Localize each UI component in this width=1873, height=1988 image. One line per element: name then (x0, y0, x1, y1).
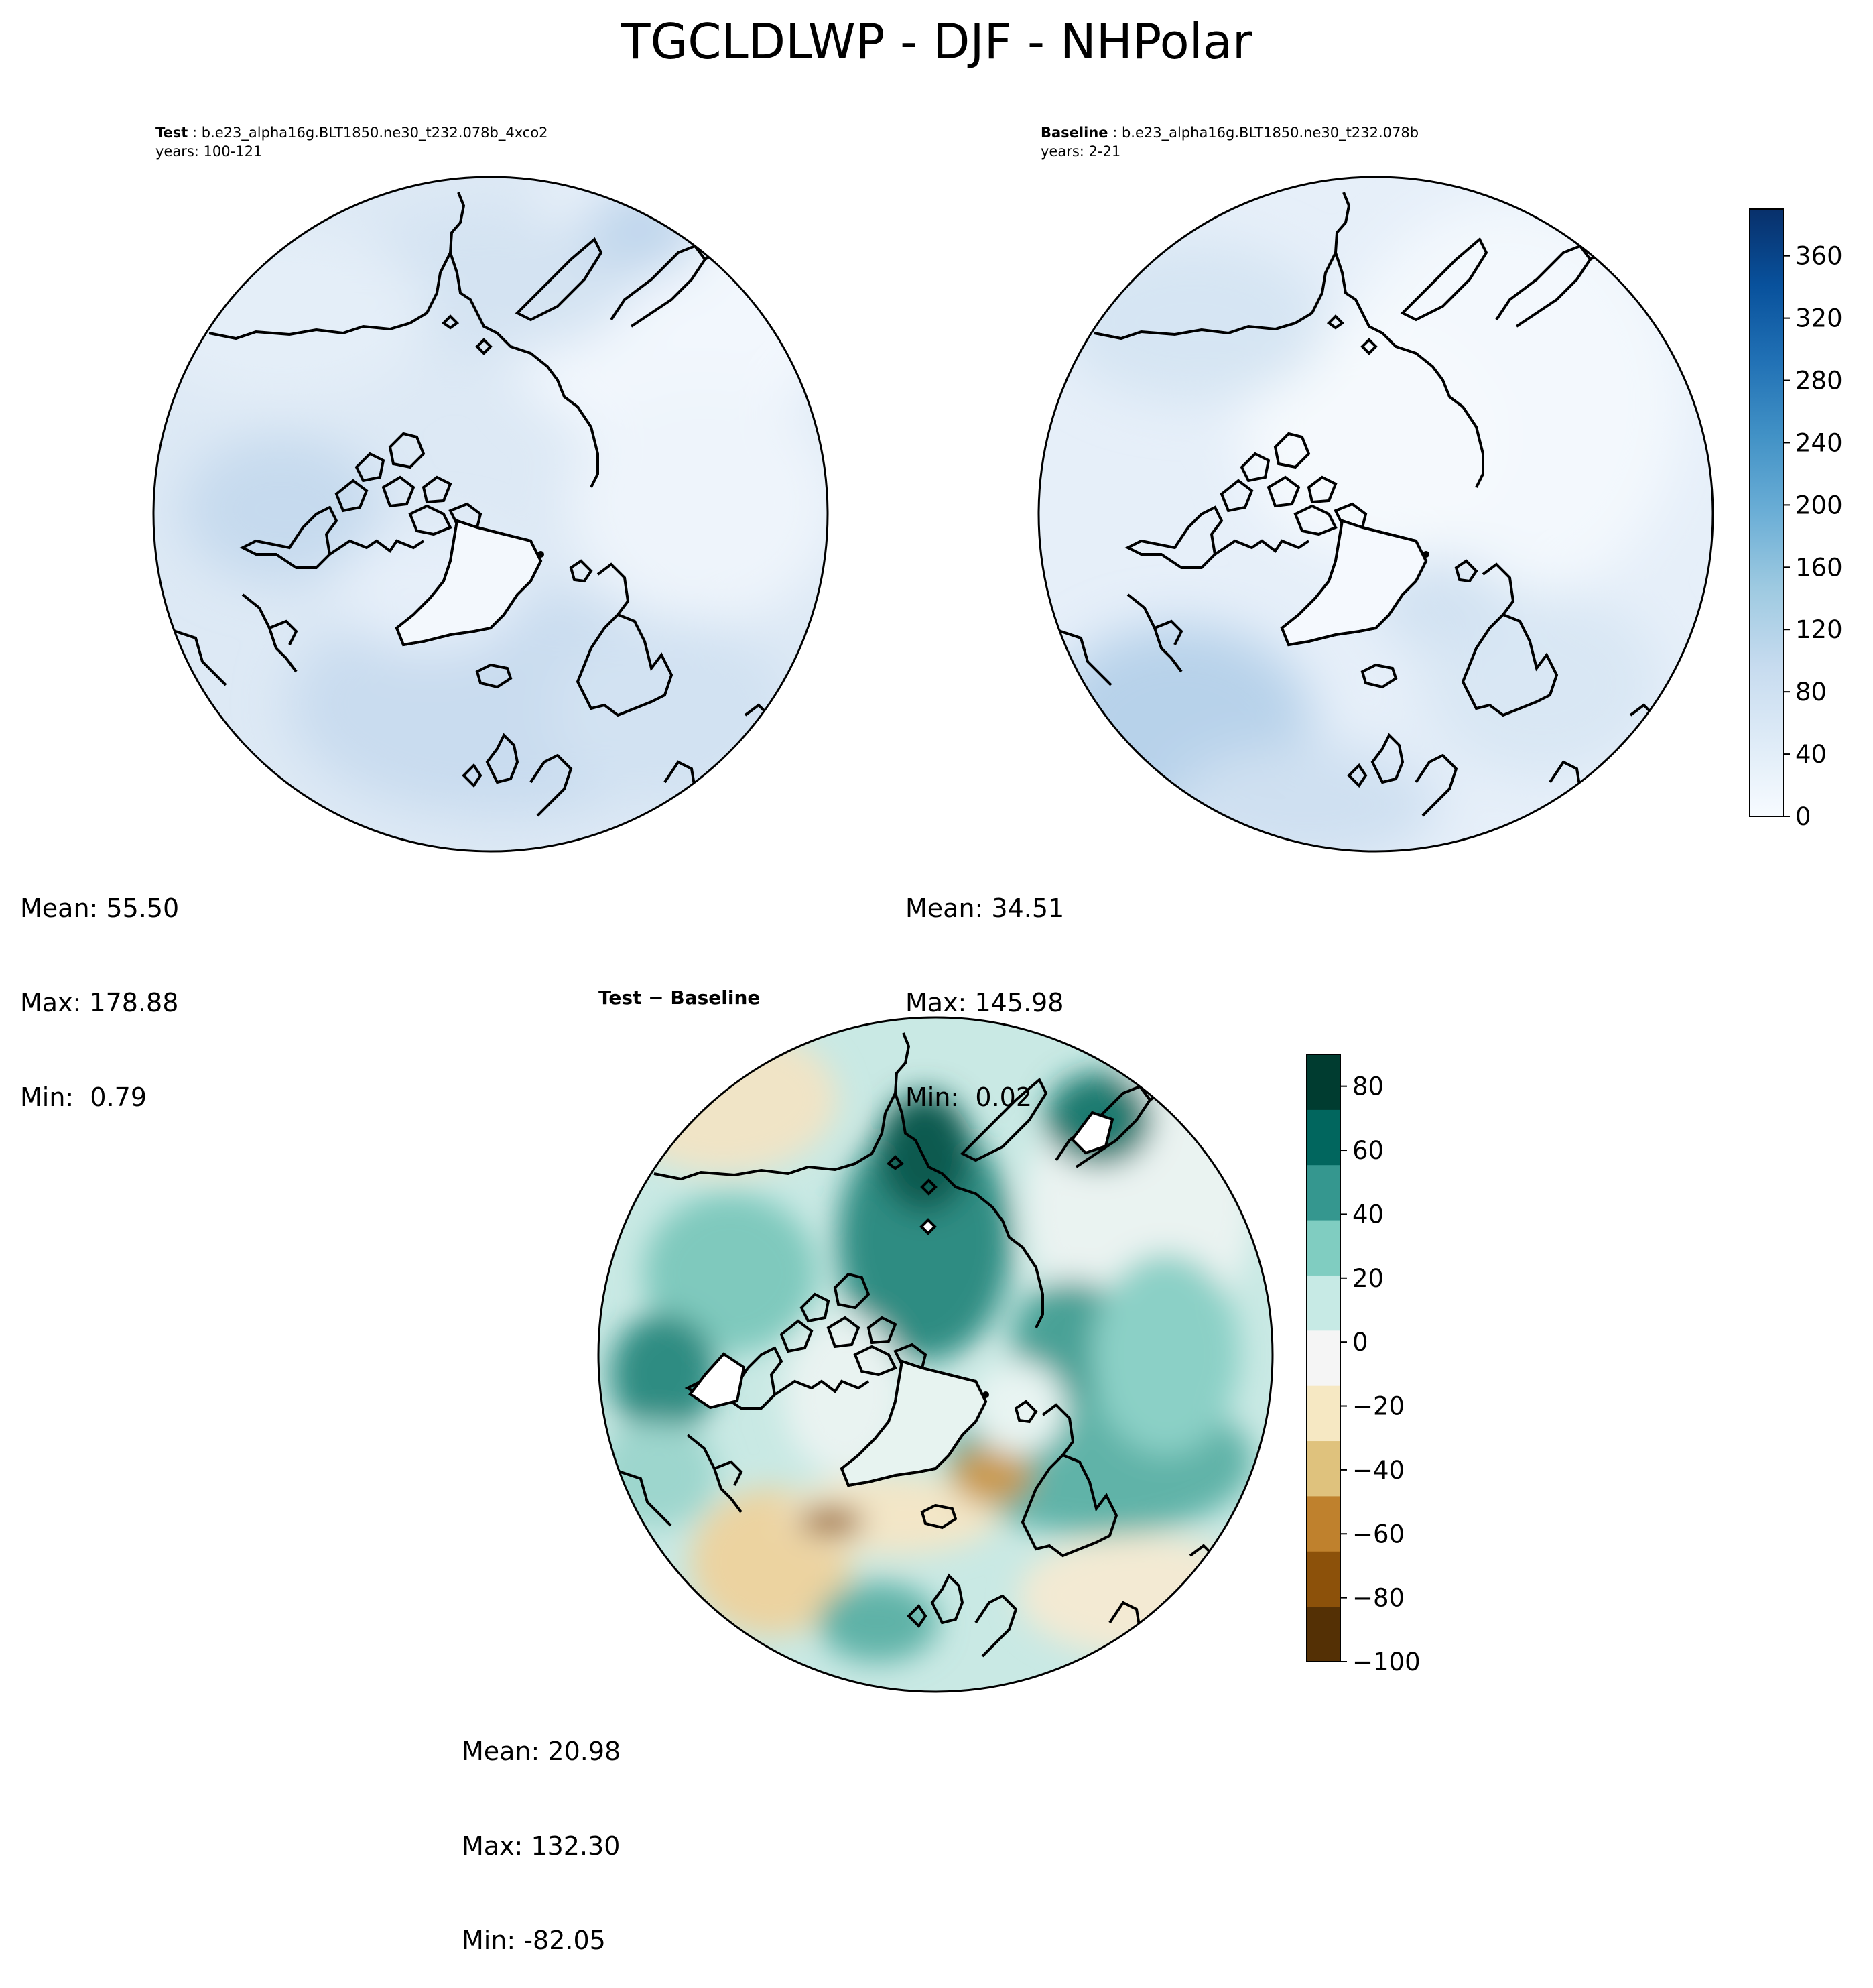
test-map (152, 176, 829, 853)
test-map-boundary (152, 176, 829, 853)
absolute-colorbar-tick-label: 320 (1795, 304, 1843, 333)
difference-colorbar-band (1307, 1164, 1340, 1221)
difference-min: Min: -82.05 (462, 1926, 606, 1955)
difference-colorbar-band (1307, 1606, 1340, 1662)
absolute-colorbar-tick-label: 80 (1795, 678, 1827, 706)
test-stats: Mean: 55.50 Max: 178.88 Min: 0.79 (20, 830, 179, 1145)
difference-colorbar-band (1307, 1054, 1340, 1110)
baseline-stats: Mean: 34.51 Max: 145.98 Min: 0.02 (905, 830, 1064, 1145)
test-field-shading (153, 177, 828, 818)
absolute-colorbar-tick-label: 40 (1795, 740, 1827, 769)
difference-colorbar-tick-label: −80 (1352, 1584, 1405, 1613)
test-min: Min: 0.79 (20, 1082, 147, 1112)
difference-colorbar-tick-label: 0 (1352, 1328, 1368, 1357)
absolute-colorbar-tick-label: 280 (1795, 367, 1843, 395)
difference-map-boundary (597, 1016, 1274, 1693)
difference-mean: Mean: 20.98 (462, 1737, 621, 1766)
absolute-colorbar-tick-label: 120 (1795, 615, 1843, 644)
difference-colorbar-band (1307, 1220, 1340, 1276)
test-years: years: 100-121 (155, 143, 263, 160)
baseline-map-boundary (1037, 176, 1714, 853)
absolute-colorbar-tick-label: 240 (1795, 428, 1843, 457)
absolute-colorbar-tick-label: 200 (1795, 491, 1843, 519)
baseline-max: Max: 145.98 (905, 988, 1064, 1017)
difference-colorbar-band (1307, 1495, 1340, 1552)
test-mean: Mean: 55.50 (20, 893, 180, 923)
baseline-years: years: 2-21 (1041, 143, 1121, 160)
difference-colorbar-ticks: −100 −80 −60 −40 −20 0 20 40 60 80 (1340, 1072, 1421, 1676)
baseline-panel-header: Baseline : b.e23_alpha16g.BLT1850.ne30_t… (1041, 125, 1419, 160)
difference-colorbar-tick-label: −100 (1352, 1648, 1421, 1676)
difference-stats: Mean: 20.98 Max: 132.30 Min: -82.05 (462, 1673, 621, 1988)
absolute-colorbar-tick-label: 360 (1795, 242, 1843, 271)
test-label: Test (155, 125, 188, 141)
baseline-map (1037, 176, 1714, 853)
difference-colorbar-tick-label: 80 (1352, 1072, 1384, 1101)
test-max: Max: 178.88 (20, 988, 179, 1017)
baseline-mean: Mean: 34.51 (905, 893, 1065, 923)
baseline-label: Baseline (1041, 125, 1108, 141)
difference-colorbar-tick-label: −20 (1352, 1392, 1405, 1421)
difference-colorbar-tick-label: −40 (1352, 1456, 1405, 1485)
absolute-colorbar-tick-label: 160 (1795, 553, 1843, 582)
difference-colorbar-band (1307, 1109, 1340, 1166)
test-panel-header: Test : b.e23_alpha16g.BLT1850.ne30_t232.… (155, 125, 548, 160)
difference-panel-header: Test − Baseline (598, 987, 761, 1009)
difference-colorbar-tick-label: 60 (1352, 1136, 1384, 1165)
difference-colorbar-band (1307, 1330, 1340, 1386)
difference-colorbar-tick-label: 20 (1352, 1264, 1384, 1293)
difference-colorbar-band (1307, 1440, 1340, 1497)
difference-colorbar-bands (1307, 1054, 1340, 1662)
difference-colorbar-band (1307, 1385, 1340, 1442)
difference-max: Max: 132.30 (462, 1831, 621, 1861)
difference-colorbar-band (1307, 1275, 1340, 1331)
absolute-colorbar-bar (1749, 208, 1784, 817)
difference-colorbar-frame (1306, 1054, 1341, 1662)
absolute-colorbar-tick-label: 0 (1795, 802, 1811, 831)
difference-colorbar-band (1307, 1551, 1340, 1607)
difference-colorbar-tick-label: 40 (1352, 1200, 1384, 1229)
baseline-min: Min: 0.02 (905, 1082, 1032, 1112)
baseline-case-name: b.e23_alpha16g.BLT1850.ne30_t232.078b (1121, 125, 1419, 141)
absolute-colorbar: 0 40 80 120 160 200 240 280 320 360 (1749, 208, 1843, 831)
figure-title: TGCLDLWP - DJF - NHPolar (621, 13, 1252, 70)
difference-colorbar: −100 −80 −60 −40 −20 0 20 40 60 80 (1306, 1054, 1421, 1676)
difference-colorbar-tick-label: −60 (1352, 1519, 1405, 1548)
absolute-colorbar-ticks: 0 40 80 120 160 200 240 280 320 360 (1783, 242, 1843, 831)
test-case-name: b.e23_alpha16g.BLT1850.ne30_t232.078b_4x… (201, 125, 548, 141)
difference-map (597, 1016, 1274, 1693)
